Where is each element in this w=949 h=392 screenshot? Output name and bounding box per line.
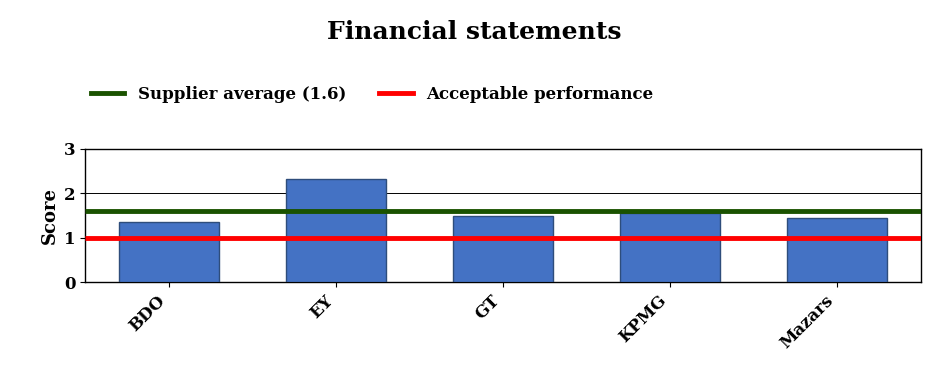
Y-axis label: Score: Score xyxy=(41,187,59,244)
Bar xyxy=(620,213,720,282)
Legend: Supplier average (1.6), Acceptable performance: Supplier average (1.6), Acceptable perfo… xyxy=(84,79,660,109)
Text: Financial statements: Financial statements xyxy=(327,20,622,44)
Bar xyxy=(453,216,553,282)
Bar xyxy=(286,179,386,282)
Bar xyxy=(787,218,887,282)
Bar xyxy=(119,222,219,282)
